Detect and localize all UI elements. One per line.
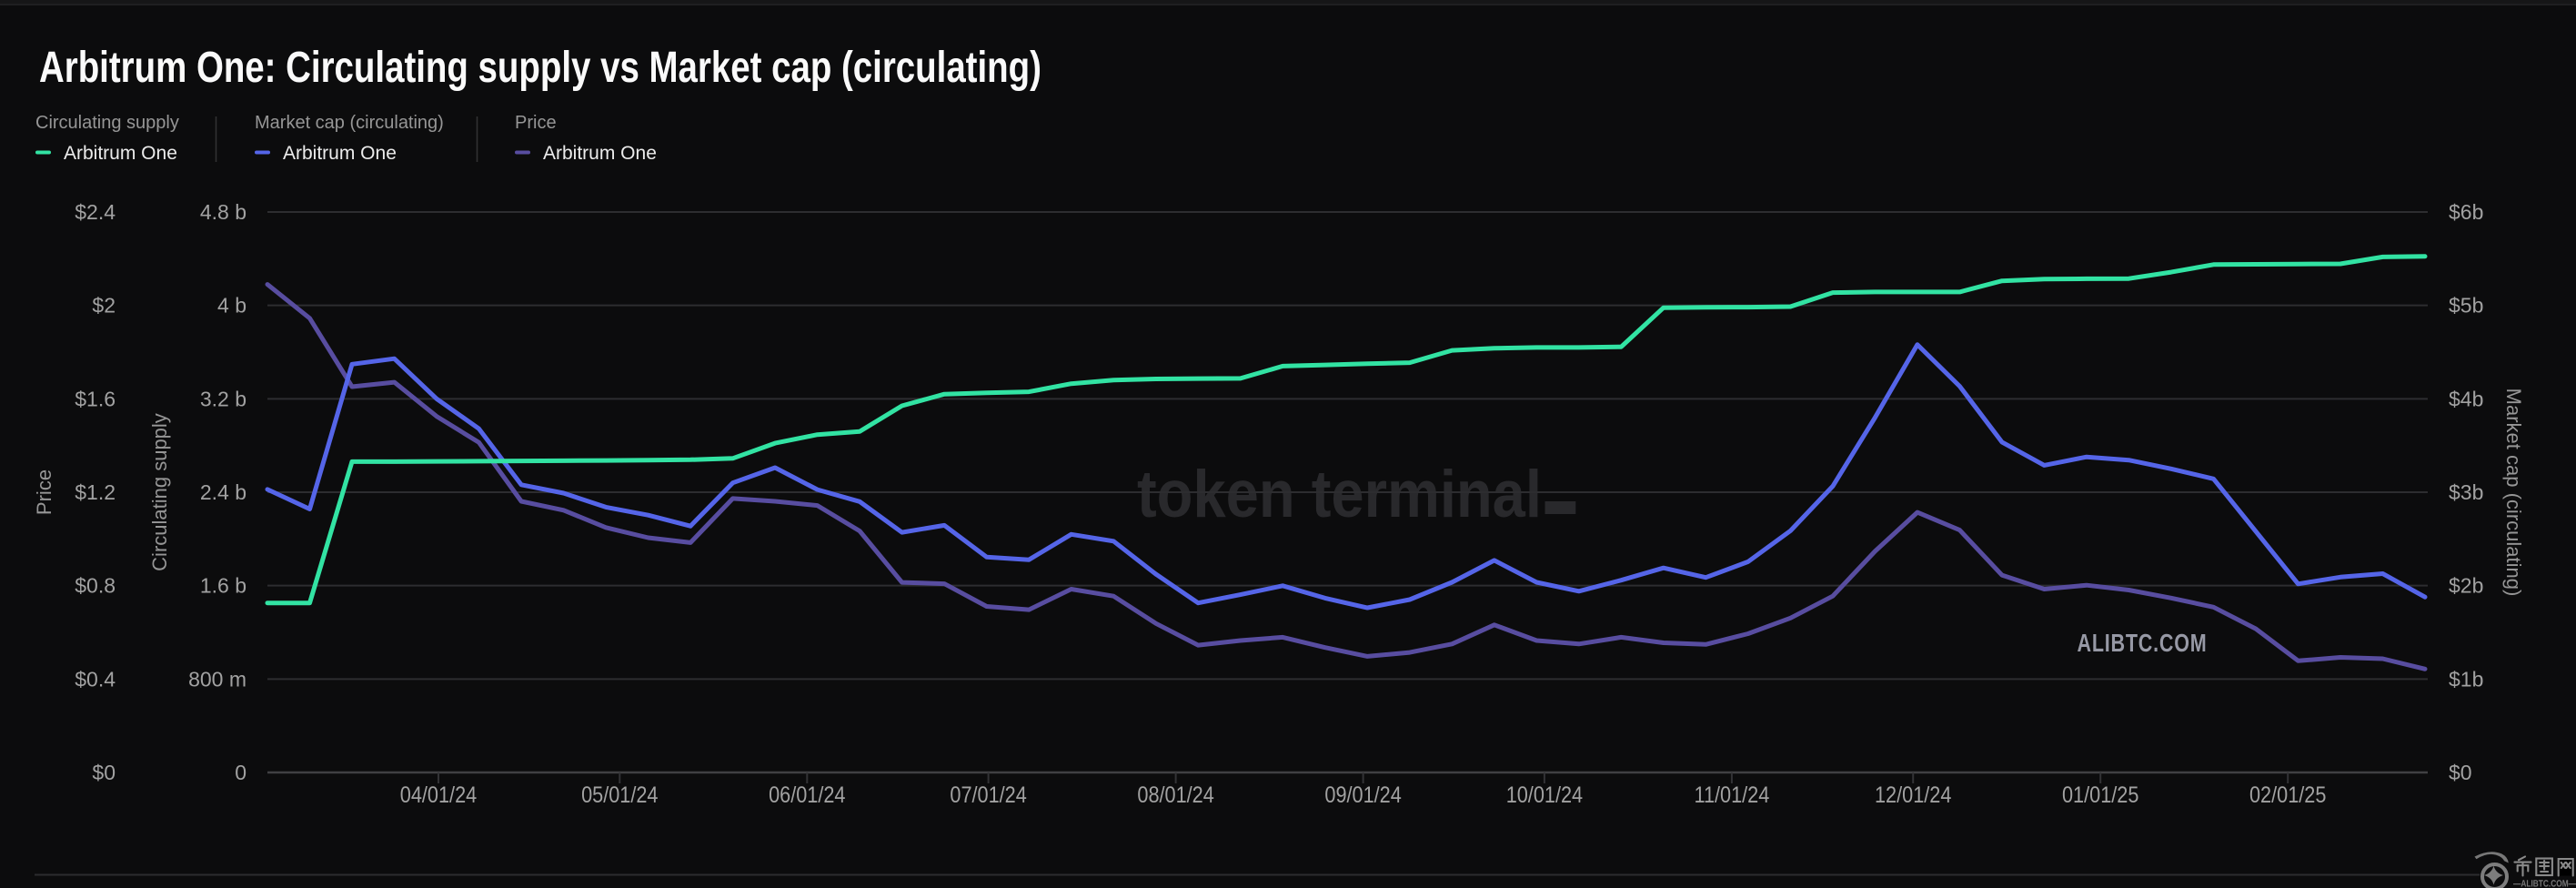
svg-text:12/01/24: 12/01/24 [1875, 782, 1951, 808]
svg-text:$0: $0 [2449, 761, 2472, 784]
svg-text:$0.8: $0.8 [75, 574, 116, 598]
svg-text:$1b: $1b [2449, 667, 2483, 691]
svg-text:ALIBTC.COM: ALIBTC.COM [2078, 629, 2208, 657]
svg-text:05/01/24: 05/01/24 [581, 782, 658, 808]
svg-text:4 b: 4 b [217, 294, 247, 318]
svg-text:token terminal: token terminal [1137, 457, 1542, 531]
svg-text:07/01/24: 07/01/24 [950, 782, 1026, 808]
svg-text:$4b: $4b [2449, 387, 2483, 410]
svg-text:09/01/24: 09/01/24 [1324, 782, 1401, 808]
svg-text:Arbitrum One: Arbitrum One [283, 143, 397, 164]
svg-text:$5b: $5b [2449, 294, 2483, 318]
svg-text:$1.2: $1.2 [75, 480, 116, 504]
svg-text:$0.4: $0.4 [75, 667, 116, 691]
svg-text:$2b: $2b [2449, 574, 2483, 598]
svg-text:Market cap (circulating): Market cap (circulating) [255, 113, 444, 133]
svg-text:Arbitrum One: Arbitrum One [543, 143, 657, 164]
svg-text:Circulating supply: Circulating supply [148, 413, 171, 571]
svg-text:02/01/25: 02/01/25 [2249, 782, 2326, 808]
svg-text:2.4 b: 2.4 b [200, 480, 247, 504]
svg-text:Price: Price [515, 113, 557, 133]
svg-text:04/01/24: 04/01/24 [400, 782, 477, 808]
svg-text:$1.6: $1.6 [75, 387, 116, 410]
svg-text:$2.4: $2.4 [75, 200, 116, 224]
svg-text:$3b: $3b [2449, 480, 2483, 504]
svg-text:$2: $2 [92, 294, 116, 318]
svg-text:Arbitrum One: Circulating supp: Arbitrum One: Circulating supply vs Mark… [39, 44, 1041, 92]
svg-text:4.8 b: 4.8 b [200, 200, 247, 224]
svg-text:Market cap (circulating): Market cap (circulating) [2502, 388, 2525, 597]
svg-text:Circulating supply: Circulating supply [35, 113, 179, 133]
svg-text:06/01/24: 06/01/24 [769, 782, 845, 808]
svg-text:10/01/24: 10/01/24 [1506, 782, 1583, 808]
svg-text:Arbitrum One: Arbitrum One [64, 143, 177, 164]
svg-text:11/01/24: 11/01/24 [1694, 782, 1769, 808]
svg-text:01/01/25: 01/01/25 [2062, 782, 2138, 808]
svg-text:$6b: $6b [2449, 200, 2483, 224]
svg-text:1.6 b: 1.6 b [200, 574, 247, 598]
svg-text:08/01/24: 08/01/24 [1137, 782, 1213, 808]
svg-text:3.2 b: 3.2 b [200, 387, 247, 410]
svg-text:$0: $0 [92, 761, 116, 784]
svg-text:800 m: 800 m [188, 667, 247, 691]
svg-text:—ALIBTC.COM—: —ALIBTC.COM— [2513, 878, 2576, 888]
svg-text:0: 0 [235, 761, 247, 784]
svg-text:Price: Price [33, 469, 55, 515]
